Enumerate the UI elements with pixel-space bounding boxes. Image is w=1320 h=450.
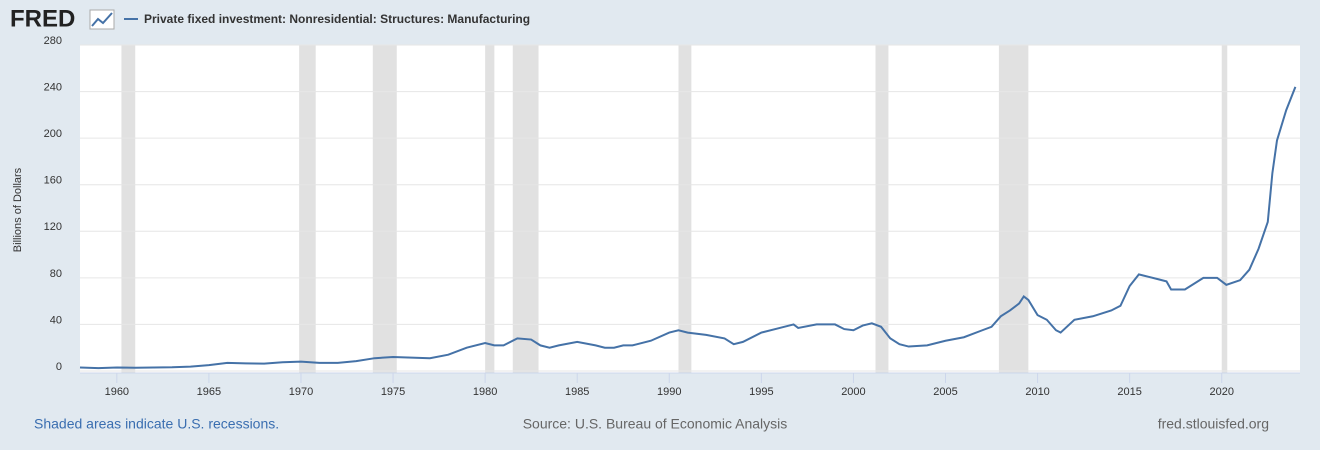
x-tick-label: 2005 <box>933 386 957 398</box>
source: Source: U.S. Bureau of Economic Analysis <box>523 416 788 432</box>
logo-icon <box>89 9 115 30</box>
x-tick-label: 1975 <box>381 386 405 398</box>
y-tick-label: 80 <box>50 268 62 280</box>
x-tick-label: 1960 <box>105 386 129 398</box>
x-tick-label: 1995 <box>749 386 773 398</box>
legend-label: Private fixed investment: Nonresidential… <box>144 12 530 26</box>
recession-band <box>678 45 692 373</box>
recession-band <box>299 45 316 373</box>
y-axis-label: Billions of Dollars <box>12 167 24 252</box>
y-tick-label: 160 <box>44 175 62 187</box>
x-tick-label: 1985 <box>565 386 589 398</box>
recession-band <box>372 45 397 373</box>
y-tick-label: 200 <box>44 128 62 140</box>
x-tick-label: 2015 <box>1117 386 1141 398</box>
recession-band <box>875 45 889 373</box>
x-tick-label: 2000 <box>841 386 865 398</box>
y-tick-label: 240 <box>44 81 62 93</box>
x-tick-label: 1970 <box>289 386 313 398</box>
x-tick-label: 1965 <box>197 386 221 398</box>
series-line <box>79 86 1297 370</box>
y-tick-label: 40 <box>50 314 62 326</box>
x-tick-label: 2020 <box>1209 386 1233 398</box>
recession-band <box>998 45 1029 373</box>
x-tick-label: 1980 <box>473 386 497 398</box>
y-tick-label: 0 <box>56 361 62 373</box>
x-tick-label: 2010 <box>1025 386 1049 398</box>
recession-band <box>485 45 495 373</box>
recession-band <box>512 45 539 373</box>
recession-band <box>121 45 136 373</box>
site: fred.stlouisfed.org <box>1158 416 1269 432</box>
y-tick-label: 120 <box>44 221 62 233</box>
recession-note: Shaded areas indicate U.S. recessions. <box>34 416 279 432</box>
recession-band <box>1221 45 1228 373</box>
y-tick-label: 280 <box>44 35 62 47</box>
logo: FRED <box>10 5 75 32</box>
x-tick-label: 1990 <box>657 386 681 398</box>
